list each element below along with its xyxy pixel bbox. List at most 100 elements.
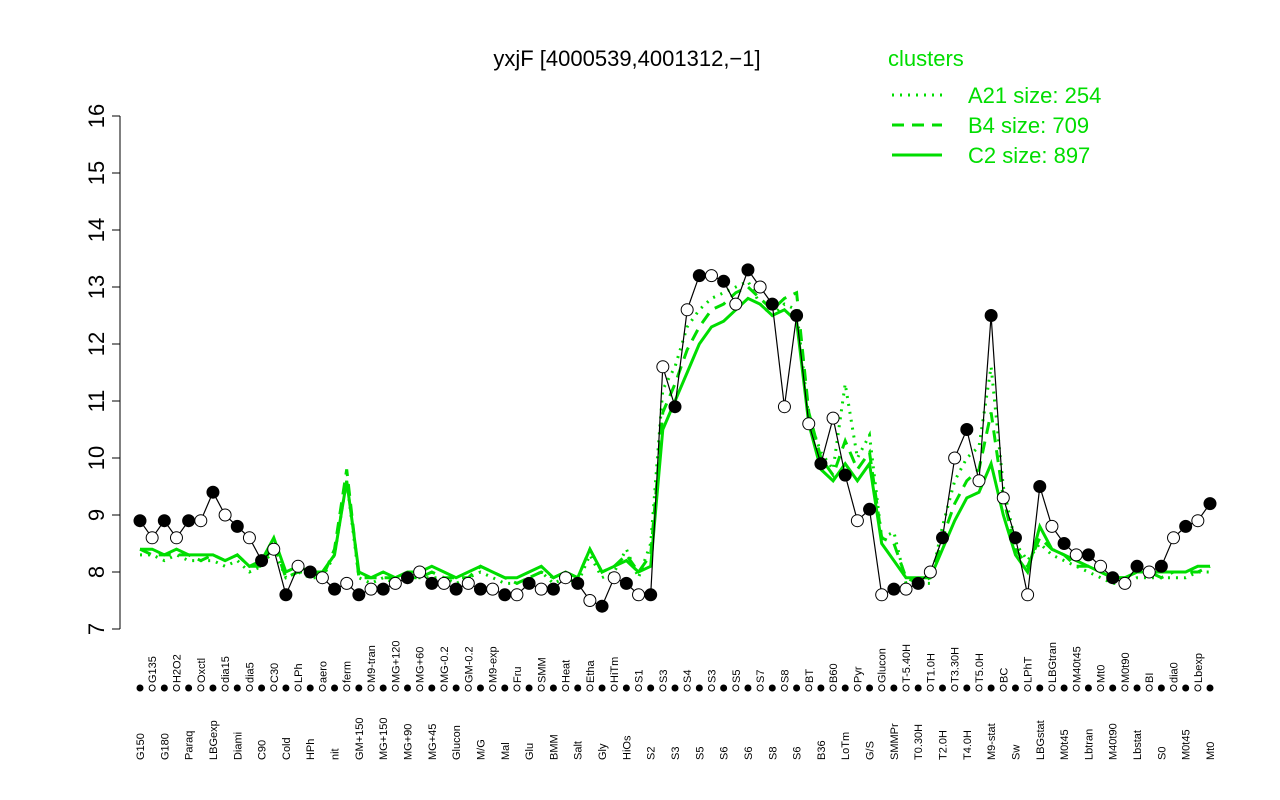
y-tick-label: 14 <box>84 218 109 242</box>
x-tick-label: S6 <box>743 747 755 760</box>
category-dot <box>999 684 1007 692</box>
point <box>1045 519 1059 533</box>
x-tick-label: Lbtran <box>1083 729 1095 760</box>
point <box>522 576 536 590</box>
point <box>425 576 439 590</box>
point <box>437 576 451 590</box>
category-dot <box>1036 684 1044 692</box>
point <box>571 576 585 590</box>
category-dot <box>416 684 424 692</box>
category-dot <box>1097 684 1105 692</box>
main-line <box>139 268 1211 608</box>
point <box>595 599 609 613</box>
point <box>546 582 560 596</box>
point <box>473 582 487 596</box>
category-dot <box>562 684 570 692</box>
point <box>255 554 269 568</box>
point <box>960 423 974 436</box>
point <box>1069 548 1083 562</box>
point <box>838 468 852 482</box>
point <box>1142 565 1156 579</box>
x-tick-label: G180 <box>159 733 171 760</box>
point <box>607 571 621 585</box>
point <box>1081 548 1095 562</box>
category-dot <box>318 684 326 692</box>
x-tick-label: SMM <box>536 657 548 683</box>
point <box>1203 497 1217 511</box>
category-dot <box>367 684 375 692</box>
point <box>644 588 658 602</box>
category-dot <box>744 684 752 692</box>
x-tick-label: LoTm <box>840 732 852 760</box>
point <box>814 457 828 471</box>
x-tick-label: MG+90 <box>403 724 415 760</box>
category-dot <box>841 684 849 692</box>
x-tick-label: S3 <box>670 747 682 760</box>
category-dot <box>683 684 691 692</box>
x-tick-label: aero <box>317 661 329 683</box>
category-dot <box>671 684 679 692</box>
y-tick-label: 12 <box>84 332 109 356</box>
x-tick-label: Pyr <box>852 666 864 683</box>
category-dot <box>404 684 411 692</box>
category-dot <box>914 684 922 692</box>
category-dot <box>185 684 193 692</box>
point <box>291 559 305 573</box>
point <box>936 531 949 545</box>
cluster-line <box>140 296 1210 580</box>
point <box>401 571 414 585</box>
category-dot <box>489 684 497 692</box>
point <box>145 531 159 545</box>
point <box>1154 559 1168 573</box>
x-tick-label: MG+45 <box>427 724 439 760</box>
category-dot <box>197 684 205 692</box>
x-tick-label: Etha <box>585 659 597 683</box>
category-dot <box>987 684 995 692</box>
point <box>1179 519 1193 533</box>
point <box>486 582 500 596</box>
x-tick-label: Glucon <box>877 648 889 683</box>
point <box>972 474 986 488</box>
x-tick-label: S8 <box>767 747 779 760</box>
point <box>388 576 402 590</box>
x-tick-label: Mt0 <box>1205 742 1217 760</box>
category-dot <box>951 684 959 692</box>
x-tick-label: G/S <box>865 741 877 760</box>
x-tick-label: T1.0H <box>925 653 937 683</box>
category-dot <box>501 684 509 692</box>
category-dot <box>331 684 339 692</box>
x-tick-label: S4 <box>682 670 694 683</box>
point <box>996 491 1010 505</box>
category-dot <box>270 684 278 692</box>
x-tick-label: dia5 <box>244 662 256 683</box>
x-tick-label: Gly <box>597 743 609 760</box>
x-tick-label: Lbexp <box>1193 653 1205 683</box>
point <box>449 582 463 596</box>
point <box>413 565 427 579</box>
point <box>340 576 354 590</box>
point <box>133 514 147 528</box>
category-dot <box>549 684 557 692</box>
point <box>948 451 962 465</box>
x-tick-label: T3.30H <box>950 647 962 683</box>
legend-title: clusters <box>888 46 964 71</box>
x-tick-label: M9-stat <box>986 723 998 760</box>
x-tick-label: S1 <box>634 670 646 683</box>
category-dot <box>428 684 436 692</box>
x-tick-label: B60 <box>828 663 840 683</box>
y-tick-label: 8 <box>84 566 109 578</box>
x-tick-label: T2.0H <box>938 730 950 760</box>
x-tick-label: Paraq <box>184 731 196 760</box>
point <box>242 531 256 545</box>
x-tick-label: Oxctl <box>196 658 208 683</box>
x-tick-label: T5.0H <box>974 653 986 683</box>
x-tick-label: M9-tran <box>366 645 378 683</box>
x-tick-label: MG+120 <box>390 641 402 684</box>
point <box>364 582 378 596</box>
x-tick-label: S0 <box>1156 747 1168 760</box>
category-dot <box>1121 684 1129 692</box>
x-tick-label: B36 <box>816 740 828 760</box>
x-tick-label: LPh <box>293 663 305 683</box>
x-tick-label: T4.0H <box>962 730 974 760</box>
